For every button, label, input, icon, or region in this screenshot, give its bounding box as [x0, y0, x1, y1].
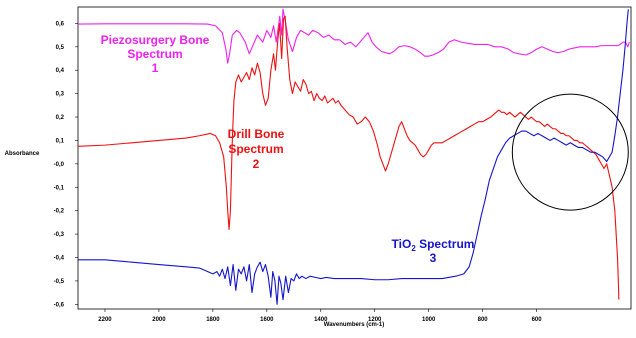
y-tick-label: 0,6 — [56, 21, 65, 27]
x-tick-label: 600 — [532, 317, 543, 323]
y-tick-label: -0,0 — [54, 162, 65, 168]
y-tick-label: 0,1 — [56, 138, 65, 144]
annotation-tio2-subscript: 2 — [411, 244, 416, 253]
x-axis-title: Wavenumbers (cm-1) — [324, 322, 384, 328]
x-tick-label: 2000 — [152, 317, 166, 323]
y-tick-label: -0,4 — [54, 255, 65, 261]
annotation-drill-bone-line2: Spectrum — [228, 142, 283, 156]
series-group — [77, 8, 630, 305]
y-tick-label: 0,5 — [56, 45, 65, 51]
x-tick-label: 1000 — [422, 317, 436, 323]
plot-area — [77, 6, 632, 310]
annotation-piezosurgery-line1: Piezosurgery Bone — [101, 33, 210, 47]
x-tick-label: 800 — [478, 317, 489, 323]
annotation-piezosurgery: Piezosurgery Bone Spectrum 1 — [101, 33, 210, 75]
annotation-tio2-word: Spectrum — [416, 237, 475, 251]
highlight-circle-group — [511, 93, 629, 211]
annotation-tio2: TiO2 Spectrum 3 — [392, 237, 475, 265]
y-axis-title: Absorbance — [5, 151, 40, 157]
annotation-tio2-line2: 3 — [430, 251, 437, 265]
series-line-drill-bone — [77, 15, 620, 300]
annotation-piezosurgery-line3: 1 — [152, 61, 159, 75]
y-tick-label: 0,2 — [56, 115, 65, 121]
x-tick-label: 2200 — [98, 317, 112, 323]
highlight-circle — [511, 93, 629, 211]
y-tick-label: -0,2 — [54, 209, 65, 215]
y-tick-label: -0,3 — [54, 232, 65, 238]
annotation-drill-bone: Drill Bone Spectrum 2 — [228, 127, 285, 171]
x-tick-label: 1400 — [314, 317, 328, 323]
x-axis: 2200 2000 1800 1600 1400 1200 1000 800 600 — [98, 309, 542, 323]
y-tick-label: 0,4 — [56, 68, 65, 74]
x-tick-label: 1600 — [260, 317, 274, 323]
annotation-tio2-line1: TiO2 Spectrum — [392, 237, 475, 253]
y-axis: 0,6 0,5 0,4 0,3 0,2 0,1 -0,0 -0,1 -0,2 -0,3 -0,4 -0… — [54, 21, 78, 308]
y-tick-label: -0,5 — [54, 279, 65, 285]
annotation-drill-bone-line3: 2 — [253, 157, 260, 171]
x-tick-label: 1200 — [368, 317, 382, 323]
series-line-tio2 — [78, 9, 629, 305]
annotation-tio2-formula: TiO — [392, 237, 412, 251]
annotation-drill-bone-line1: Drill Bone — [228, 127, 285, 141]
y-tick-label: -0,6 — [54, 302, 65, 308]
y-tick-label: -0,1 — [54, 185, 65, 191]
x-tick-label: 1800 — [206, 317, 220, 323]
y-tick-label: 0,3 — [56, 92, 65, 98]
annotation-piezosurgery-line2: Spectrum — [127, 47, 182, 61]
series-line-piezosurgery — [77, 8, 630, 64]
